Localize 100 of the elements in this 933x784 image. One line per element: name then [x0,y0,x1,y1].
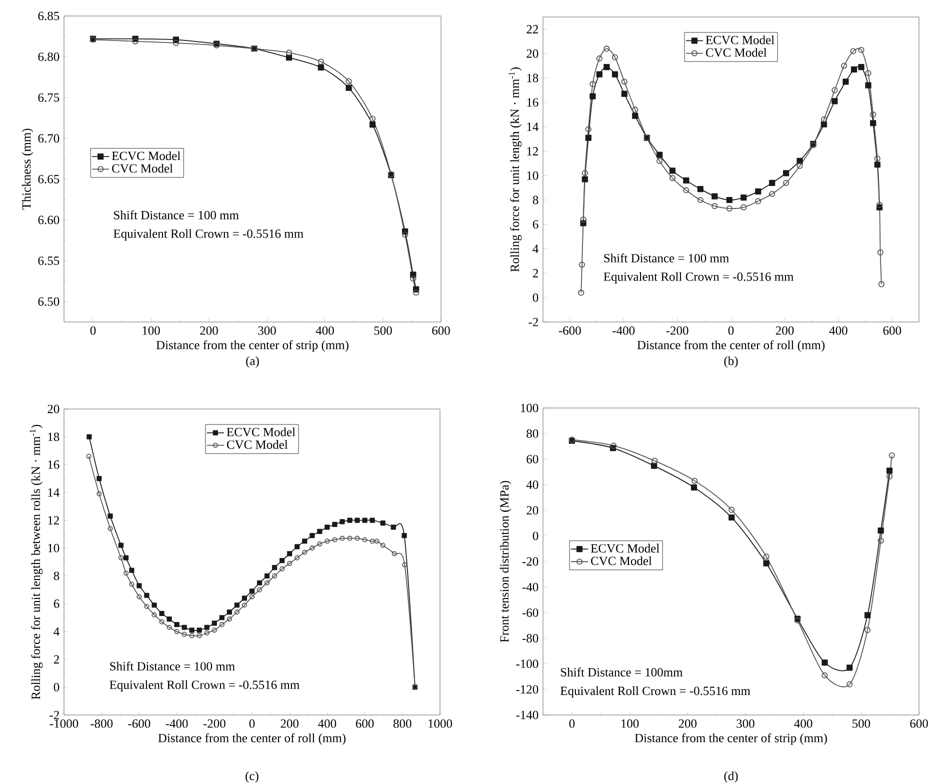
point [656,158,663,164]
legend-label: ECVC Model [706,35,774,44]
y-tick-label: 6.50 [38,297,60,306]
point [234,610,240,615]
point [108,514,113,519]
y-tick-label: 0 [532,532,538,540]
y-tick-label: 22 [526,25,538,34]
point [728,506,735,513]
point [850,66,858,73]
point [402,562,408,568]
point [832,87,838,94]
point [302,538,308,544]
point [763,554,770,560]
point [683,177,690,184]
point [822,660,828,666]
point [712,203,718,210]
point [651,462,658,469]
point [380,542,386,548]
x-tick-label: 300 [736,719,754,728]
point [118,555,124,560]
y-tick-label: 6.70 [38,134,60,143]
point [728,514,735,521]
x-tick-label: 400 [829,326,848,335]
point [317,528,322,534]
point [189,633,194,638]
y-tick-label: -100 [516,660,538,668]
legend-label: CVC Model [226,440,288,449]
point [129,568,134,573]
y-tick-label: 10 [48,544,60,552]
point [865,82,872,88]
text: (b) [724,356,738,368]
point [692,478,698,484]
y-tick-label: 2 [532,269,538,278]
x-tick-label: 200 [280,719,298,728]
point [242,596,248,601]
point [204,624,210,630]
text: (c) [246,771,258,783]
x-axis-title: Distance from the center of roll (mm) [637,340,825,352]
point [318,58,324,65]
y-tick-label: 40 [526,480,538,489]
point [346,84,352,91]
point [402,533,407,538]
y-tick-label: 2 [54,655,59,664]
point [189,628,194,633]
x-tick-label: -200 [203,719,226,728]
y-tick-label: 60 [526,454,538,464]
y-tick-label: 6 [54,600,60,608]
y-tick-label: 16 [48,460,60,469]
y-tick-label: 18 [527,74,538,82]
point [196,633,202,638]
annotation: Shift Distance = 100 mm [110,662,235,671]
point [582,176,588,182]
y-axis-title: Front tension distribution (MPa) [500,480,512,642]
point [846,664,853,671]
point [118,542,124,548]
point [302,550,308,555]
point [402,232,408,238]
point [822,672,828,678]
x-tick-label: 0 [569,719,575,728]
point [769,180,776,186]
point [286,54,292,61]
x-axis-title: Distance from the center of roll (mm) [158,733,346,745]
x-tick-label: 0 [249,719,255,728]
point [740,204,747,210]
point [219,615,224,620]
point [340,519,345,524]
x-tick-label: 600 [432,326,450,335]
point [769,190,776,197]
point [850,48,856,54]
y-tick-label: 6 [532,220,538,229]
text: (a) [246,356,259,368]
point [264,573,270,578]
point [370,518,375,523]
point [280,566,285,572]
point [697,196,704,204]
point [174,622,180,628]
point [865,70,872,76]
y-tick-label: 6.85 [38,12,60,20]
point [159,610,164,616]
point [249,588,255,594]
point [632,112,638,119]
y-tick-label: -20 [522,557,538,566]
point [354,536,360,541]
point [870,120,876,126]
y-tick-label: 14 [48,488,60,497]
point [763,560,770,566]
point [182,632,187,637]
x-tick-label: 1000 [428,719,452,728]
y-tick-label: 16 [527,98,538,107]
point [864,627,871,634]
x-tick-label: -600 [128,719,150,728]
point [123,555,129,560]
point [129,582,134,587]
y-tick-label: 12 [527,147,538,156]
y-tick-label: -140 [516,710,538,720]
point [874,155,880,162]
y-tick-label: 6.65 [38,174,60,184]
point [604,64,610,70]
point [596,71,602,78]
legend-label: ECVC Model [112,151,180,160]
